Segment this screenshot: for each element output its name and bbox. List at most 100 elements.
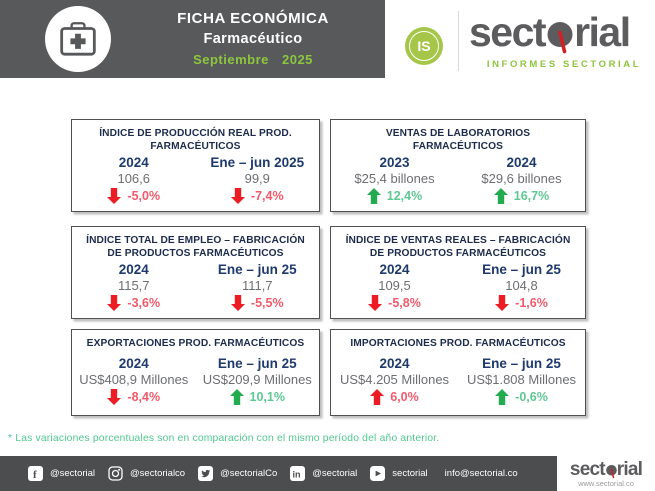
metric-delta: -5,0% (107, 188, 161, 205)
logo-tagline: INFORMES SECTORIAL (486, 59, 642, 70)
wordmark-right: rial (574, 8, 631, 55)
instagram-link[interactable]: @sectorialco (108, 466, 185, 481)
metric-column: 2023 $25,4 billones 12,4% (331, 154, 458, 207)
twitter-handle: @sectorialCo (220, 468, 278, 479)
instagram-handle: @sectorialco (130, 468, 186, 479)
metric-delta: -5,5% (230, 295, 284, 312)
twitter-link[interactable]: @sectorialCo (198, 466, 277, 481)
metric-delta: 10,1% (229, 388, 285, 405)
page-title: FICHA ECONÓMICA (177, 10, 329, 27)
svg-text:in: in (293, 470, 301, 480)
brand-block[interactable]: sect rial www.sectorial.co (557, 456, 655, 491)
metric-delta: 6,0% (370, 388, 419, 405)
linkedin-link[interactable]: in @sectorial (290, 466, 357, 481)
card-title: IMPORTACIONES PROD. FARMACÉUTICOS (350, 338, 566, 349)
metric-column: 2024 US$408,9 Millones -8,4% (72, 350, 196, 410)
metric-percent: -5,5% (250, 296, 284, 311)
arrow-up-icon (229, 388, 244, 405)
sector-name: Farmacéutico (203, 31, 303, 47)
metric-value: 109,5 (378, 278, 411, 294)
header-text-block: FICHA ECONÓMICA Farmacéutico Septiembre … (128, 10, 378, 67)
arrow-up-icon (495, 388, 510, 405)
arrow-down-icon (230, 295, 245, 312)
metric-period: 2024 (506, 155, 537, 171)
contact-email[interactable]: info@sectorial.co (444, 468, 518, 479)
footer-bar: f @sectorial @sectorialco @sectorialCo i… (0, 456, 557, 491)
metric-delta: -7,4% (230, 188, 284, 205)
metric-value: 99,9 (244, 171, 270, 187)
twitter-icon (198, 466, 214, 481)
metric-value: US$1.808 Millones (466, 371, 577, 387)
metric-percent: -7,4% (250, 189, 284, 204)
sectorial-wordmark: sect rial (469, 6, 631, 58)
metric-column: Ene – jun 25 US$1.808 Millones -0,6% (458, 350, 585, 410)
metric-percent: -5,8% (388, 296, 421, 311)
linkedin-handle: @sectorial (312, 468, 358, 479)
metric-column: 2024 115,7 -3,6% (72, 261, 196, 314)
card-indice-empleo: ÍNDICE TOTAL DE EMPLEO – FABRICACIÓN DE … (71, 226, 320, 319)
metric-percent: -0,6% (515, 389, 548, 404)
card-title: ÍNDICE DE PRODUCCIÓN REAL PROD. FARMACÉU… (99, 128, 292, 153)
metric-value: 115,7 (117, 278, 150, 294)
metric-column: 2024 106,6 -5,0% (72, 154, 196, 207)
metric-column: 2024 US$4.205 Millones 6,0% (331, 350, 458, 410)
metric-period: 2024 (118, 155, 149, 171)
logo-divider (458, 11, 459, 71)
card-title: VENTAS DE LABORATORIOS FARMACÉUTICOS (385, 128, 531, 153)
metric-value: US$209,9 Millones (202, 371, 312, 387)
card-importaciones: IMPORTACIONES PROD. FARMACÉUTICOS 2024 U… (330, 329, 586, 416)
footnote: * Las variaciones porcentuales son en co… (8, 433, 440, 444)
metric-period: 2024 (118, 262, 149, 278)
arrow-down-icon (107, 295, 122, 312)
metric-period: 2024 (118, 355, 149, 371)
metric-column: Ene – jun 25 111,7 -5,5% (196, 261, 320, 314)
metric-percent: -8,4% (127, 389, 161, 404)
card-produccion-real: ÍNDICE DE PRODUCCIÓN REAL PROD. FARMACÉU… (71, 119, 320, 212)
gauge-o-icon (605, 464, 617, 478)
metric-percent: -5,0% (127, 189, 161, 204)
arrow-up-icon (366, 188, 381, 205)
youtube-link[interactable]: sectorial (370, 466, 428, 481)
metric-percent: -1,6% (515, 296, 548, 311)
metric-delta: -3,6% (107, 295, 161, 312)
sectorial-logo: IS sect rial INFORMES SECTORIAL (398, 6, 650, 78)
facebook-link[interactable]: f @sectorial (28, 466, 95, 481)
metric-period: Ene – jun 25 (217, 355, 297, 371)
metric-value: 111,7 (241, 278, 273, 294)
report-date: Septiembre 2025 (193, 52, 313, 67)
metric-period: 2023 (379, 155, 410, 171)
metric-delta: -5,8% (368, 295, 421, 312)
youtube-icon (370, 466, 386, 481)
brand-wordmark-left: sect (569, 458, 606, 480)
metric-column: Ene – jun 2025 99,9 -7,4% (196, 154, 320, 207)
metric-percent: -3,6% (127, 296, 161, 311)
arrow-down-icon (230, 188, 245, 205)
metric-value: $29,6 billones (481, 171, 562, 187)
metric-period: 2024 (379, 262, 410, 278)
card-title: ÍNDICE DE VENTAS REALES – FABRICACIÓN DE… (345, 235, 571, 260)
card-ventas-laboratorios: VENTAS DE LABORATORIOS FARMACÉUTICOS 202… (330, 119, 586, 212)
brand-wordmark-right: rial (616, 458, 643, 480)
arrow-up-icon (370, 388, 385, 405)
facebook-handle: @sectorial (50, 468, 96, 479)
metric-delta: -8,4% (107, 388, 161, 405)
metric-column: Ene – jun 25 US$209,9 Millones 10,1% (196, 350, 320, 410)
metric-percent: 16,7% (513, 189, 550, 204)
instagram-icon (108, 466, 123, 481)
metric-column: 2024 $29,6 billones 16,7% (458, 154, 585, 207)
metric-period: Ene – jun 25 (217, 262, 297, 278)
metric-value: 104,8 (505, 278, 538, 294)
metric-percent: 6,0% (390, 389, 419, 404)
arrow-up-icon (493, 188, 508, 205)
arrow-down-icon (107, 188, 122, 205)
card-title: ÍNDICE TOTAL DE EMPLEO – FABRICACIÓN DE … (86, 235, 305, 260)
metric-delta: 16,7% (493, 188, 550, 205)
metric-value: $25,4 billones (354, 171, 435, 187)
header-banner: FICHA ECONÓMICA Farmacéutico Septiembre … (0, 0, 385, 78)
metric-delta: 12,4% (366, 188, 422, 205)
metric-period: Ene – jun 25 (482, 355, 561, 371)
metric-period: 2024 (379, 355, 410, 371)
arrow-down-icon (368, 295, 383, 312)
youtube-handle: sectorial (392, 468, 428, 479)
